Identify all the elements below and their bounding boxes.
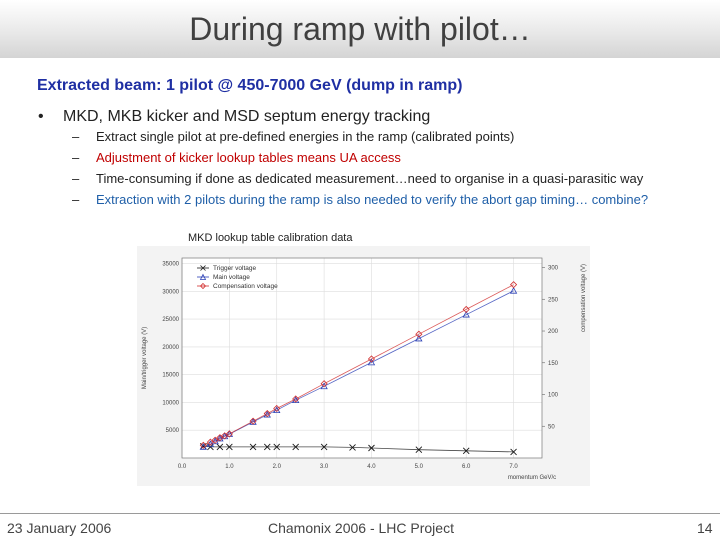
sub-bullet-text: Extract single pilot at pre-defined ener…: [96, 129, 515, 144]
x-tick-label: 1.0: [225, 464, 234, 470]
x-tick-label: 2.0: [273, 464, 282, 470]
legend-marker: [199, 273, 207, 280]
dash-marker: –: [72, 129, 80, 144]
compensation-voltage-point: [292, 395, 300, 403]
y-left-tick-label: 15000: [162, 373, 179, 379]
footer-event: Chamonix 2006 - LHC Project: [268, 520, 454, 536]
section-heading: Extracted beam: 1 pilot @ 450-7000 GeV (…: [37, 77, 463, 94]
legend-label: Main voltage: [213, 274, 250, 281]
y-right-tick-label: 50: [548, 424, 555, 430]
trigger-voltage-point: [368, 444, 375, 452]
main-voltage-point: [509, 286, 518, 294]
trigger-voltage-point: [226, 443, 233, 451]
compensation-voltage-point: [263, 409, 271, 418]
x-tick-label: 3.0: [320, 464, 329, 470]
axis-layer: 0.0 1.0 2.0 3.0 4.0 5.0 6.0 7.0 5000 10000 15000 20…: [142, 257, 587, 481]
main-voltage-point: [415, 334, 423, 342]
calibration-chart: 0.0 1.0 2.0 3.0 4.0 5.0 6.0 7.0 5000 10000 15000 20…: [137, 246, 590, 486]
compensation-voltage-point: [415, 330, 423, 338]
plot-frame: [181, 257, 543, 459]
x-tick-label: 4.0: [367, 464, 376, 470]
legend-marker: [200, 265, 206, 271]
compensation-voltage-point: [199, 441, 207, 449]
figure-caption: MKD lookup table calibration data: [188, 232, 353, 244]
x-tick-label: 0.0: [178, 464, 187, 470]
y-right-tick-label: 200: [548, 329, 559, 335]
trigger-voltage-point: [292, 443, 300, 451]
compensation-voltage-point: [216, 434, 224, 442]
compensation-voltage-point: [273, 404, 281, 413]
title-band: [0, 0, 720, 58]
x-axis-label: momentum GeV/c: [508, 475, 556, 481]
compensation-voltage-point: [221, 432, 229, 440]
x-tick-label: 5.0: [415, 464, 424, 470]
y-left-tick-label: 5000: [166, 428, 180, 434]
y-right-tick-label: 250: [548, 297, 559, 303]
compensation-voltage-point: [225, 430, 233, 438]
compensation-voltage-point: [211, 436, 219, 444]
main-voltage-point: [462, 310, 470, 318]
sub-bullet-text: Extraction with 2 pilots during the ramp…: [96, 192, 649, 207]
y-right-tick-label: 100: [548, 393, 559, 399]
marks-layer: [199, 281, 518, 456]
y-left-axis-label: Main/trigger voltage (V): [142, 327, 148, 389]
main-voltage-point: [367, 358, 376, 366]
dash-marker: –: [72, 192, 80, 207]
bullet-text: MKD, MKB kicker and MSD septum energy tr…: [63, 108, 431, 125]
grid-layer: [181, 258, 542, 458]
y-right-tick-label: 300: [548, 266, 559, 272]
y-left-tick-label: 35000: [162, 262, 179, 268]
trigger-voltage-point: [263, 443, 271, 451]
y-right-tick-label: 150: [548, 361, 559, 367]
sub-bullet-2: – Adjustment of kicker lookup tables mean…: [72, 150, 401, 165]
trigger-voltage-point: [273, 443, 281, 451]
chart-svg: 0.0 1.0 2.0 3.0 4.0 5.0 6.0 7.0 5000 10000 15000 20…: [137, 246, 590, 486]
compensation-voltage-point: [510, 281, 518, 289]
footer-date: 23 January 2006: [7, 520, 112, 536]
series-fit-line: [203, 445, 514, 453]
trigger-voltage-point: [462, 447, 470, 455]
dash-marker: –: [72, 171, 80, 186]
trigger-voltage-point: [216, 443, 224, 451]
footer-divider: [0, 513, 720, 514]
y-left-tick-label: 25000: [162, 317, 179, 323]
legend-label: Compensation voltage: [213, 283, 278, 290]
trigger-voltage-point: [249, 443, 257, 451]
x-tick-label: 6.0: [462, 464, 471, 470]
sub-bullet-1: – Extract single pilot at pre-defined ene…: [72, 129, 514, 144]
compensation-voltage-point: [367, 355, 376, 363]
y-left-tick-label: 10000: [162, 400, 179, 406]
trigger-voltage-point: [415, 446, 423, 453]
legend-label: Trigger voltage: [213, 265, 256, 272]
dash-marker: –: [72, 150, 80, 165]
sub-bullet-3: – Time-consuming if done as dedicated mea…: [72, 171, 643, 186]
y-left-tick-label: 20000: [162, 345, 179, 351]
y-right-axis-label: compensation voltage (V): [581, 264, 587, 332]
x-tick-label: 7.0: [509, 464, 518, 470]
y-left-tick-label: 30000: [162, 289, 179, 295]
compensation-voltage-point: [462, 305, 470, 313]
page-number: 14: [697, 520, 713, 536]
compensation-voltage-point: [249, 417, 257, 425]
sub-bullet-text: Time-consuming if done as dedicated meas…: [96, 171, 644, 186]
trigger-voltage-point: [320, 443, 328, 451]
sub-bullet-text: Adjustment of kicker lookup tables means…: [96, 150, 401, 165]
legend: Trigger voltage Main voltage Compensation …: [197, 265, 278, 290]
legend-marker: [199, 282, 207, 290]
slide-title: During ramp with pilot…: [189, 11, 531, 47]
trigger-voltage-point: [510, 448, 517, 456]
trigger-voltage-point: [349, 444, 356, 451]
compensation-voltage-point: [206, 438, 214, 446]
sub-bullet-4: – Extraction with 2 pilots during the ram…: [72, 192, 648, 207]
main-voltage-point: [320, 382, 328, 390]
bullet-marker: •: [38, 108, 44, 125]
compensation-voltage-point: [320, 380, 328, 388]
